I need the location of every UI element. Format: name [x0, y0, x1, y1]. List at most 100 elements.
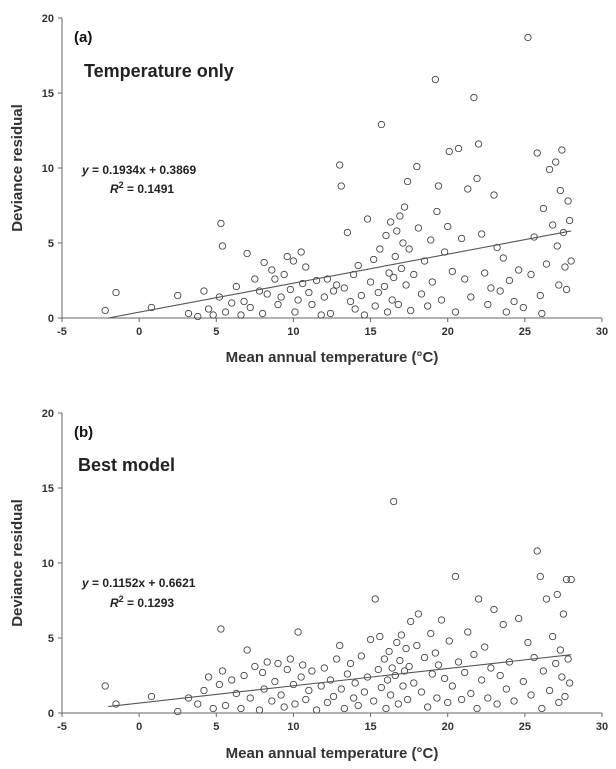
- data-point: [487, 284, 495, 292]
- data-point: [101, 682, 109, 690]
- data-point: [533, 547, 541, 555]
- data-point: [337, 685, 345, 693]
- data-point: [349, 270, 358, 279]
- data-point: [431, 75, 440, 84]
- data-point: [297, 248, 305, 256]
- data-point: [390, 273, 398, 282]
- data-point: [561, 692, 569, 701]
- y-tick-label: 10: [42, 558, 54, 570]
- data-point: [294, 296, 302, 304]
- data-point: [204, 673, 213, 681]
- panel-label: (b): [74, 424, 93, 441]
- data-point: [548, 221, 557, 229]
- data-point: [366, 635, 375, 644]
- x-tick-label: 0: [136, 721, 142, 733]
- r2-value: = 0.1293: [124, 596, 175, 610]
- data-point: [251, 275, 259, 283]
- data-point: [349, 694, 358, 702]
- data-point: [559, 610, 568, 618]
- data-point: [194, 312, 202, 321]
- data-point: [383, 308, 392, 316]
- y-tick-label: 15: [42, 88, 54, 100]
- data-point: [445, 147, 453, 156]
- data-point: [405, 662, 413, 671]
- data-point: [553, 590, 561, 599]
- data-point: [386, 691, 395, 699]
- data-point: [515, 266, 523, 274]
- data-point: [294, 628, 302, 636]
- data-point: [280, 270, 288, 279]
- r2-superscript: 2: [119, 594, 124, 604]
- data-point: [147, 692, 156, 701]
- data-point: [553, 242, 561, 250]
- data-point: [413, 641, 421, 650]
- data-point: [240, 297, 248, 306]
- data-point: [451, 572, 460, 581]
- data-point: [283, 665, 291, 674]
- data-point: [448, 682, 456, 690]
- r2-symbol: R: [110, 596, 119, 610]
- x-tick-label: -5: [57, 326, 67, 338]
- data-point: [519, 303, 527, 312]
- data-point: [246, 694, 254, 702]
- data-point: [561, 263, 569, 271]
- data-point: [414, 610, 423, 618]
- data-point: [444, 222, 452, 231]
- data-point: [268, 266, 276, 274]
- data-point: [399, 239, 407, 247]
- data-point: [391, 252, 399, 261]
- data-point: [400, 667, 409, 675]
- data-point: [377, 683, 386, 692]
- data-point: [533, 149, 541, 157]
- data-point: [200, 686, 208, 695]
- x-tick-label: -5: [57, 721, 67, 733]
- data-point: [536, 572, 544, 581]
- data-point: [490, 605, 498, 614]
- data-point: [445, 637, 453, 645]
- data-point: [218, 667, 227, 675]
- data-point: [474, 140, 483, 148]
- y-tick-label: 20: [42, 13, 54, 25]
- data-point: [357, 652, 365, 660]
- data-point: [473, 704, 481, 713]
- y-tick-label: 20: [42, 408, 54, 420]
- data-point: [357, 291, 365, 300]
- data-point: [394, 300, 402, 309]
- data-point: [280, 703, 288, 711]
- data-point: [251, 662, 259, 671]
- data-point: [329, 287, 338, 295]
- data-point: [346, 297, 355, 306]
- data-point: [470, 93, 478, 102]
- data-point: [530, 653, 538, 662]
- data-point: [402, 281, 410, 289]
- trendline: [108, 654, 572, 708]
- data-point: [209, 311, 217, 319]
- data-point: [536, 291, 544, 300]
- data-point: [467, 689, 475, 698]
- x-axis-label: Mean annual temperature (°C): [226, 745, 439, 762]
- x-tick-label: 15: [364, 721, 376, 733]
- data-point: [255, 706, 264, 714]
- data-point: [289, 680, 298, 689]
- data-point: [184, 309, 193, 318]
- data-point: [232, 689, 240, 698]
- data-point: [413, 162, 421, 171]
- x-tick-label: 5: [213, 326, 219, 338]
- y-tick-label: 0: [48, 708, 54, 720]
- data-point: [112, 288, 120, 297]
- r-squared: R2 = 0.1293: [110, 594, 174, 610]
- data-point: [473, 174, 481, 183]
- data-point: [402, 644, 410, 653]
- data-point: [283, 252, 291, 261]
- data-point: [217, 625, 225, 633]
- data-point: [407, 617, 415, 626]
- data-point: [174, 291, 182, 300]
- data-point: [317, 682, 325, 690]
- panel-title: Best model: [78, 455, 175, 475]
- data-point: [271, 275, 279, 283]
- data-point: [538, 309, 546, 318]
- x-tick-label: 10: [287, 721, 299, 733]
- data-point: [454, 658, 463, 666]
- data-point: [478, 676, 486, 684]
